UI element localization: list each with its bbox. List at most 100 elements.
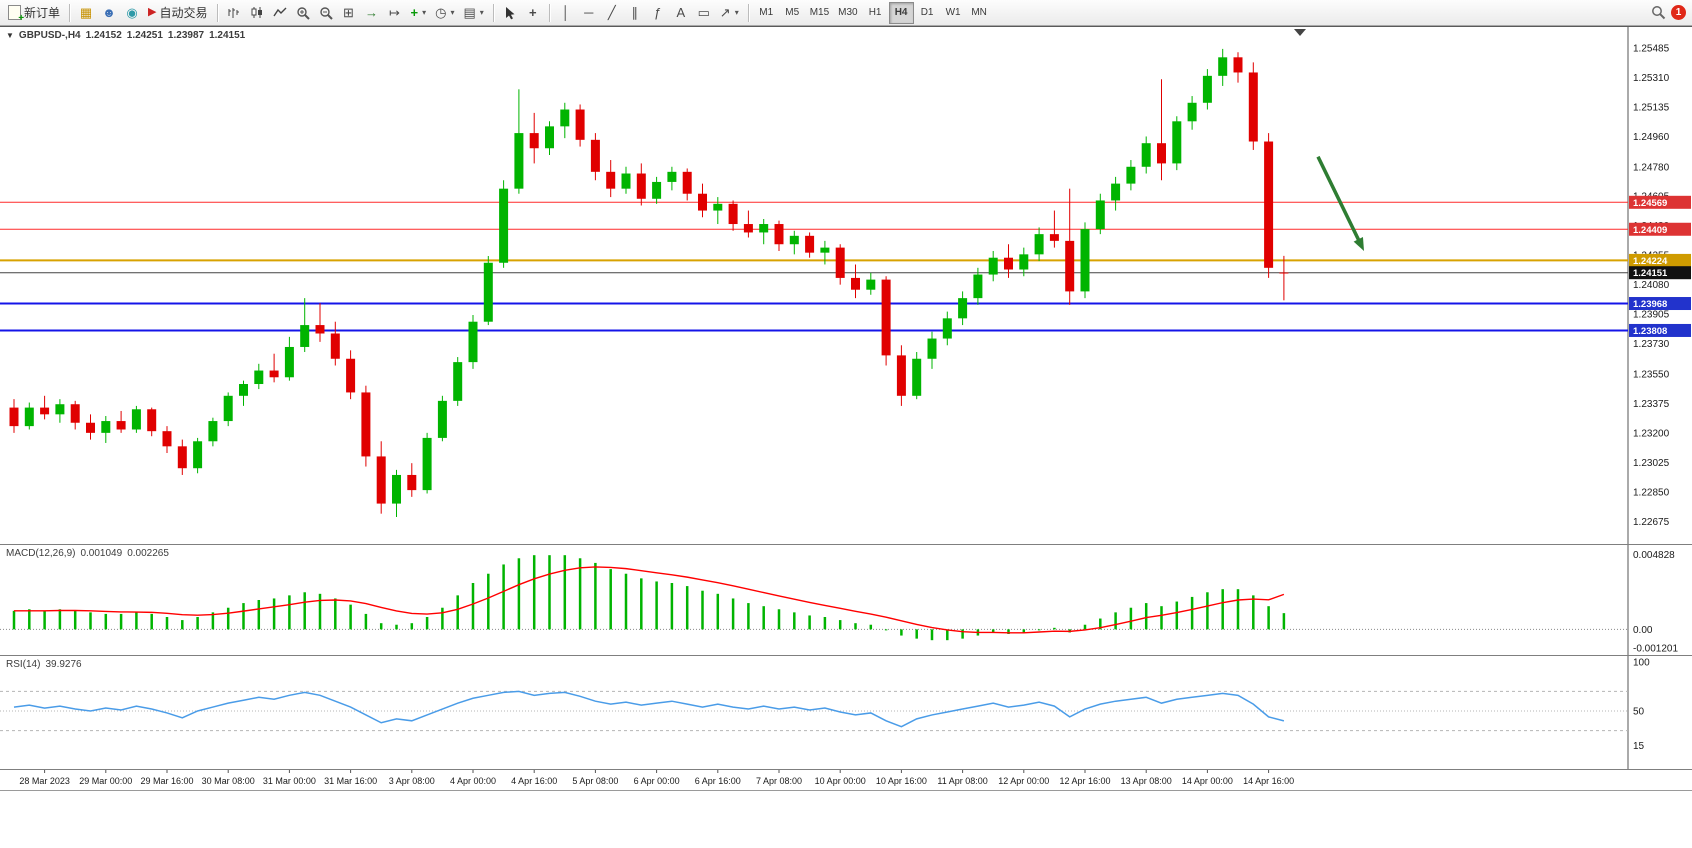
toolbar-separator	[69, 3, 71, 22]
timeframe-button-m1[interactable]: M1	[754, 2, 779, 24]
price-axis-label[interactable]: 1.23730	[1633, 339, 1670, 350]
candle	[483, 256, 493, 326]
macd-signal-value: 0.002265	[127, 548, 169, 559]
fibonacci-button[interactable]: ƒ	[647, 2, 669, 24]
arrows-button[interactable]: ↗ ▾	[716, 2, 743, 24]
rsi-plot[interactable]: 100 50 15	[0, 656, 1692, 769]
price-axis-label[interactable]: 1.24780	[1633, 162, 1670, 173]
timeframe-button-mn[interactable]: MN	[967, 2, 992, 24]
macd-axis-label[interactable]: 0.004828	[1633, 550, 1675, 561]
price-axis-label[interactable]: 1.22675	[1633, 517, 1670, 528]
bar-chart-button[interactable]	[223, 2, 245, 24]
macd-histogram-bar	[578, 558, 582, 630]
symbol-dropdown-icon[interactable]: ▼	[6, 31, 14, 40]
autotrading-button[interactable]: ▶ 自动交易	[144, 2, 211, 24]
price-axis-label[interactable]: 1.24960	[1633, 132, 1670, 143]
price-axis-label[interactable]: 1.23025	[1633, 458, 1670, 469]
horizontal-line-button[interactable]: ─	[578, 2, 600, 24]
zoom-out-button[interactable]	[315, 2, 337, 24]
macd-histogram-bar	[288, 595, 291, 630]
chart-shift-button[interactable]: ↦	[384, 2, 406, 24]
price-axis-label[interactable]: 1.23905	[1633, 310, 1670, 321]
macd-histogram-bar	[624, 573, 628, 630]
price-axis-label[interactable]: 1.25135	[1633, 102, 1670, 113]
candle-body	[529, 133, 539, 149]
timeframe-button-h4[interactable]: H4	[888, 1, 914, 24]
macd-histogram-bar	[685, 586, 689, 630]
profiles-button[interactable]: ☻	[98, 2, 120, 24]
periods-button[interactable]: ◷ ▾	[431, 2, 458, 24]
price-axis-label[interactable]: 1.23375	[1633, 399, 1670, 410]
tile-windows-button[interactable]: ⊞	[338, 2, 360, 24]
macd-axis-label[interactable]: -0.001201	[1633, 643, 1678, 654]
timeframe-button-m30[interactable]: M30	[834, 2, 861, 24]
notification-badge[interactable]: 1	[1671, 5, 1686, 20]
equidistant-channel-button[interactable]: ∥	[624, 2, 646, 24]
rsi-line	[13, 690, 1285, 728]
price-panel: 1.254851.253101.251351.249601.247801.246…	[0, 26, 1692, 545]
chart-shift-marker[interactable]	[1294, 29, 1306, 36]
timeframe-button-m5[interactable]: M5	[780, 2, 805, 24]
time-axis[interactable]: 28 Mar 2023 29 Mar 00:00 29 Mar 16:00 30 Ma…	[0, 770, 1692, 791]
trend-arrow-annotation[interactable]	[1316, 155, 1363, 246]
crosshair-button[interactable]: +	[522, 2, 544, 24]
rsi-axis-label[interactable]: 100	[1633, 658, 1650, 669]
text-button[interactable]: A	[670, 2, 692, 24]
macd-plot[interactable]: 0.004828 0.00 -0.001201	[0, 545, 1692, 655]
macd-histogram-bar	[1252, 595, 1255, 630]
trendline-button[interactable]: ╱	[601, 2, 623, 24]
candle	[468, 314, 478, 369]
candle-body	[560, 109, 570, 127]
price-axis-label[interactable]: 1.25310	[1633, 73, 1670, 84]
candle	[789, 230, 799, 255]
timeframe-button-w1[interactable]: W1	[941, 2, 966, 24]
price-plot[interactable]: 1.254851.253101.251351.249601.247801.246…	[0, 27, 1692, 544]
price-axis-label[interactable]: 1.23550	[1633, 369, 1670, 380]
new-order-button[interactable]: + 新订单	[4, 2, 64, 24]
text-label-button[interactable]: ▭	[693, 2, 715, 24]
candle-body	[86, 422, 95, 433]
candle-body	[147, 409, 157, 432]
community-button[interactable]: ◉	[121, 2, 143, 24]
candle-body	[743, 224, 753, 233]
macd-main-value: 0.001049	[80, 548, 123, 559]
vertical-line-button[interactable]: │	[555, 2, 577, 24]
timeframe-button-m15[interactable]: M15	[806, 2, 833, 24]
macd-histogram-bar	[1175, 601, 1179, 630]
cursor-button[interactable]	[499, 2, 521, 24]
price-axis-label[interactable]: 1.24080	[1633, 280, 1670, 291]
candle-body	[667, 171, 677, 182]
line-chart-button[interactable]	[269, 2, 291, 24]
candle	[728, 200, 738, 231]
timeframe-button-d1[interactable]: D1	[915, 2, 940, 24]
price-axis-label[interactable]: 1.25485	[1633, 44, 1670, 55]
candle-body	[988, 257, 998, 275]
charts-bar-button[interactable]: ▦	[75, 2, 97, 24]
search-button[interactable]	[1647, 2, 1670, 24]
indicators-button[interactable]: + ▾	[407, 2, 431, 24]
candle-body	[1187, 102, 1197, 122]
zoom-in-button[interactable]	[292, 2, 314, 24]
rsi-axis-label[interactable]: 15	[1633, 741, 1645, 752]
price-axis-label[interactable]: 1.22850	[1633, 487, 1670, 498]
candle-body	[851, 277, 860, 290]
time-axis-plot[interactable]: 28 Mar 2023 29 Mar 00:00 29 Mar 16:00 30 Ma…	[0, 770, 1692, 790]
candle-body	[208, 421, 218, 442]
macd-histogram-bar	[991, 629, 995, 633]
candle-body	[820, 247, 830, 253]
templates-button[interactable]: ▤ ▾	[459, 2, 487, 24]
candle	[300, 298, 310, 353]
candle	[9, 399, 19, 433]
macd-axis-label[interactable]: 0.00	[1633, 625, 1653, 636]
macd-signal-line	[14, 566, 1285, 634]
rsi-axis-label[interactable]: 50	[1633, 707, 1645, 718]
macd-histogram-bar	[104, 613, 108, 630]
price-axis-label[interactable]: 1.23200	[1633, 428, 1670, 439]
candle-body	[958, 298, 968, 319]
macd-histogram-bar	[1267, 606, 1270, 630]
timeframe-button-h1[interactable]: H1	[863, 2, 888, 24]
auto-scroll-button[interactable]: →	[361, 2, 383, 24]
time-axis-label: 14 Apr 16:00	[1243, 776, 1294, 786]
candlestick-chart-button[interactable]	[246, 2, 268, 24]
macd-histogram-bar	[73, 610, 77, 630]
